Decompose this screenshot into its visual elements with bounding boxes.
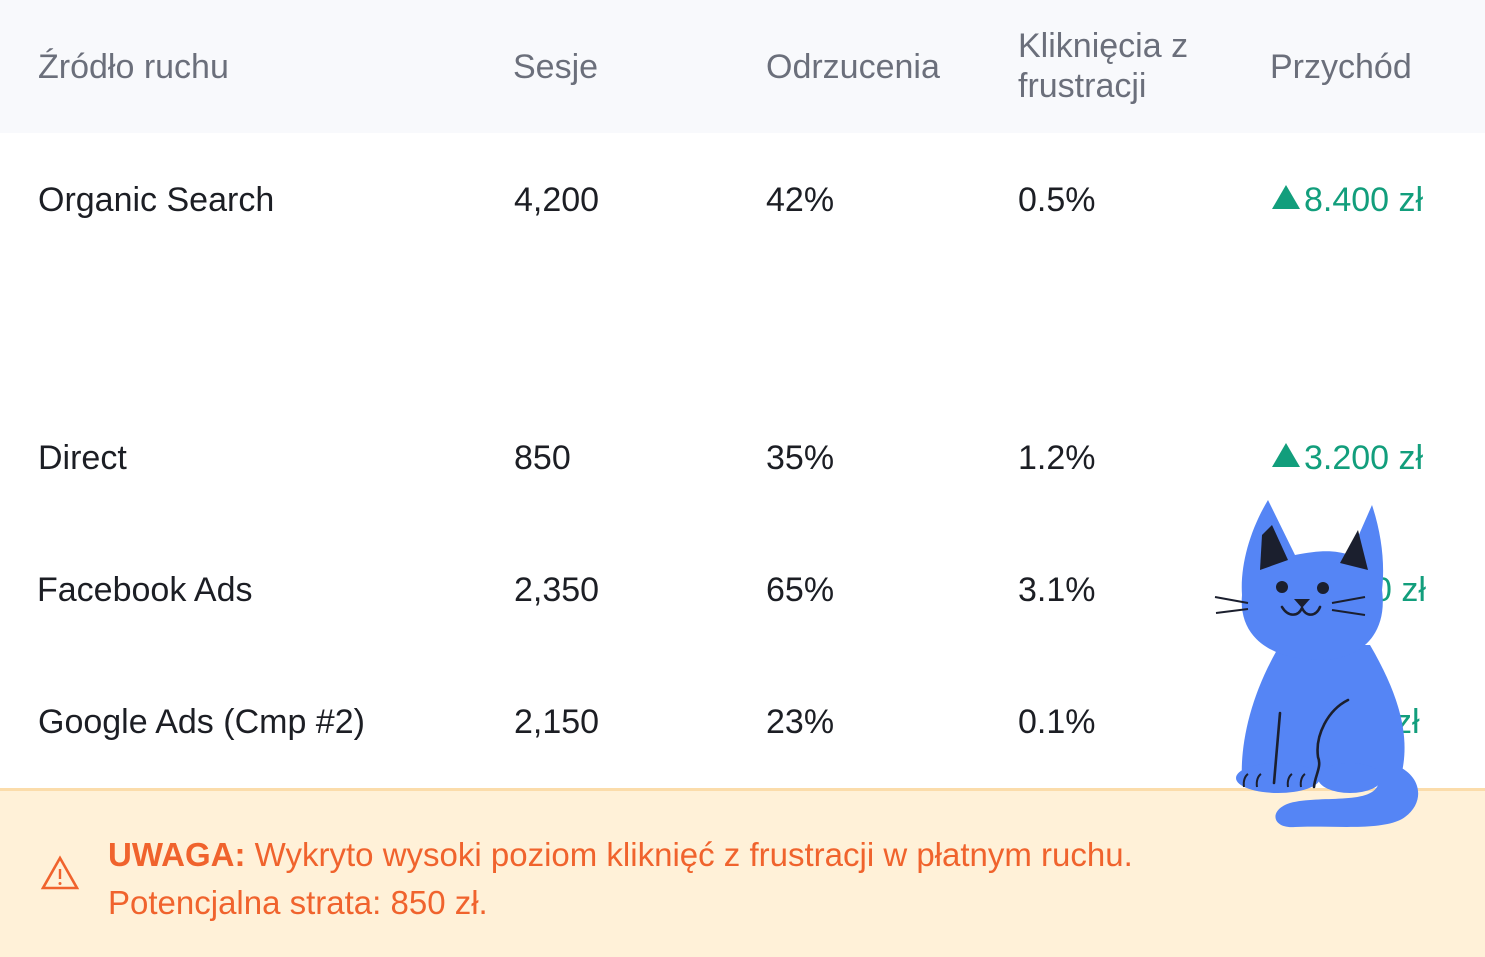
trend-up-icon — [1272, 443, 1300, 467]
trend-up-icon — [1272, 185, 1300, 209]
table-header: Źródło ruchu Sesje Odrzucenia Kliknięcia… — [0, 0, 1485, 133]
cell-sessions: 850 — [514, 439, 571, 477]
warning-triangle-icon — [40, 855, 80, 890]
cell-bounces: 65% — [766, 571, 835, 609]
cell-sessions: 2,350 — [514, 571, 600, 609]
header-sessions[interactable]: Sesje — [513, 48, 599, 86]
header-frustration[interactable]: Kliknięcia z frustracji — [1018, 26, 1188, 106]
header-bounces[interactable]: Odrzucenia — [766, 48, 940, 86]
header-source[interactable]: Źródło ruchu — [38, 48, 229, 86]
header-frustration-line2: frustracji — [1018, 67, 1147, 105]
cell-frustration: 0.1% — [1018, 703, 1096, 741]
cell-bounces: 35% — [766, 439, 835, 477]
cell-source: Google Ads (Cmp #2) — [38, 703, 365, 741]
cell-revenue: 3.200 zł — [1272, 438, 1423, 478]
warning-text-line2: Potencjalna strata: 850 zł. — [108, 884, 488, 921]
cell-source: Facebook Ads — [37, 571, 253, 609]
header-frustration-line1: Kliknięcia z — [1018, 27, 1189, 65]
warning-text: Wykryto wysoki poziom kliknięć z frustra… — [245, 836, 1133, 873]
warning-banner: UWAGA: Wykryto wysoki poziom kliknięć z … — [0, 788, 1485, 957]
warning-label: UWAGA: — [108, 836, 246, 873]
cat-mascot-icon — [1214, 500, 1419, 828]
cell-sessions: 2,150 — [514, 703, 600, 741]
warning-message: UWAGA: Wykryto wysoki poziom kliknięć z … — [108, 831, 1308, 927]
cell-frustration: 0.5% — [1018, 181, 1096, 219]
revenue-value: 3.200 zł — [1304, 439, 1424, 477]
cell-frustration: 1.2% — [1018, 439, 1096, 477]
cell-source: Organic Search — [38, 181, 275, 219]
cell-sessions: 4,200 — [514, 181, 600, 219]
cell-revenue: 8.400 zł — [1272, 180, 1423, 220]
cell-bounces: 42% — [766, 181, 835, 219]
cell-bounces: 23% — [766, 703, 835, 741]
cell-source: Direct — [38, 439, 127, 477]
cell-frustration: 3.1% — [1018, 571, 1096, 609]
header-revenue[interactable]: Przychód — [1270, 48, 1412, 86]
revenue-value: 8.400 zł — [1304, 181, 1424, 219]
